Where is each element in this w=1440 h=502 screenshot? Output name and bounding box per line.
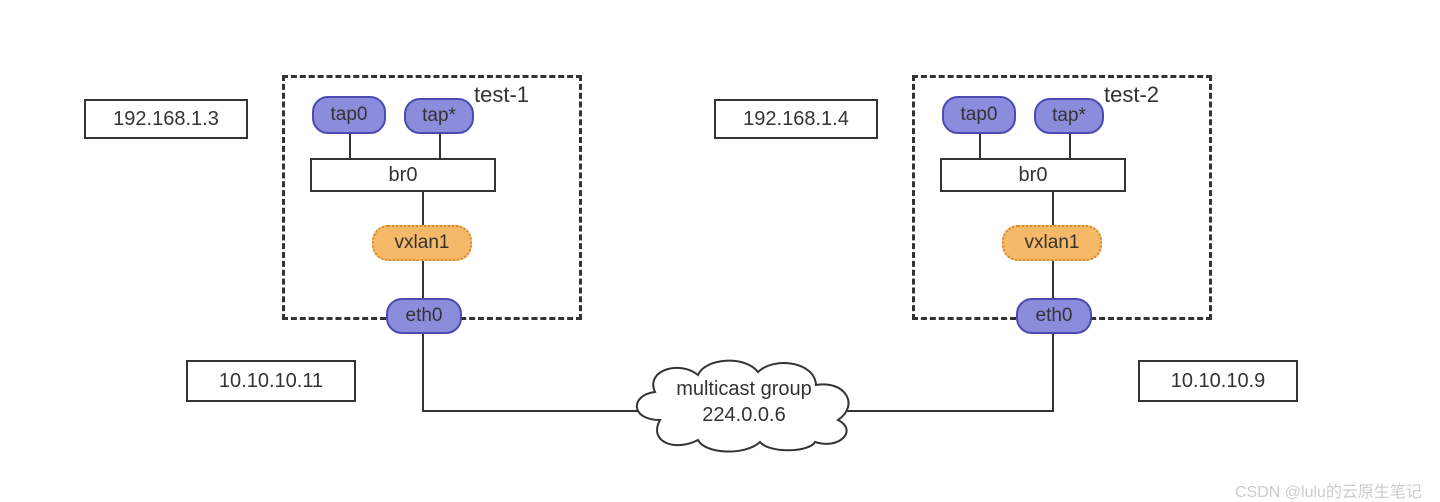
node-host2-vxlan1: vxlan1: [1002, 225, 1102, 261]
node-label: tap*: [422, 106, 456, 127]
node-label: eth0: [1036, 306, 1073, 327]
edge: [1052, 192, 1054, 225]
edge: [422, 261, 424, 298]
cloud-line2: 224.0.0.6: [676, 402, 812, 428]
edge: [846, 410, 1054, 412]
node-host1-tapstar: tap*: [404, 98, 474, 134]
node-label: eth0: [406, 306, 443, 327]
edge: [422, 410, 642, 412]
node-label: vxlan1: [1025, 233, 1080, 254]
edge: [1052, 334, 1054, 412]
container-label-test1: test-1: [474, 82, 529, 108]
ip-box-host1-top: 192.168.1.3: [84, 99, 248, 139]
edge: [979, 134, 981, 158]
cloud-line1: multicast group: [676, 376, 812, 402]
ip-label: 192.168.1.4: [743, 108, 849, 131]
edge: [422, 192, 424, 225]
edge: [349, 134, 351, 158]
node-host2-tapstar: tap*: [1034, 98, 1104, 134]
ip-box-host2-bottom: 10.10.10.9: [1138, 360, 1298, 402]
node-host1-tap0: tap0: [312, 96, 386, 134]
container-label-test2: test-2: [1104, 82, 1159, 108]
edge: [1052, 261, 1054, 298]
watermark: CSDN @lulu的云原生笔记: [1235, 478, 1422, 502]
ip-label: 10.10.10.11: [219, 370, 323, 393]
edge: [422, 334, 424, 412]
node-label: tap0: [331, 105, 368, 126]
node-host1-eth0: eth0: [386, 298, 462, 334]
node-host2-eth0: eth0: [1016, 298, 1092, 334]
node-label: br0: [389, 164, 418, 187]
node-host1-vxlan1: vxlan1: [372, 225, 472, 261]
ip-box-host1-bottom: 10.10.10.11: [186, 360, 356, 402]
node-label: tap0: [961, 105, 998, 126]
node-label: vxlan1: [395, 233, 450, 254]
edge: [1069, 134, 1071, 158]
edge: [439, 134, 441, 158]
ip-label: 10.10.10.9: [1171, 370, 1266, 393]
node-host2-br0: br0: [940, 158, 1126, 192]
node-host2-tap0: tap0: [942, 96, 1016, 134]
node-label: br0: [1019, 164, 1048, 187]
node-label: tap*: [1052, 106, 1086, 127]
ip-box-host2-top: 192.168.1.4: [714, 99, 878, 139]
node-host1-br0: br0: [310, 158, 496, 192]
multicast-cloud: multicast group 224.0.0.6: [620, 350, 868, 454]
ip-label: 192.168.1.3: [113, 108, 219, 131]
